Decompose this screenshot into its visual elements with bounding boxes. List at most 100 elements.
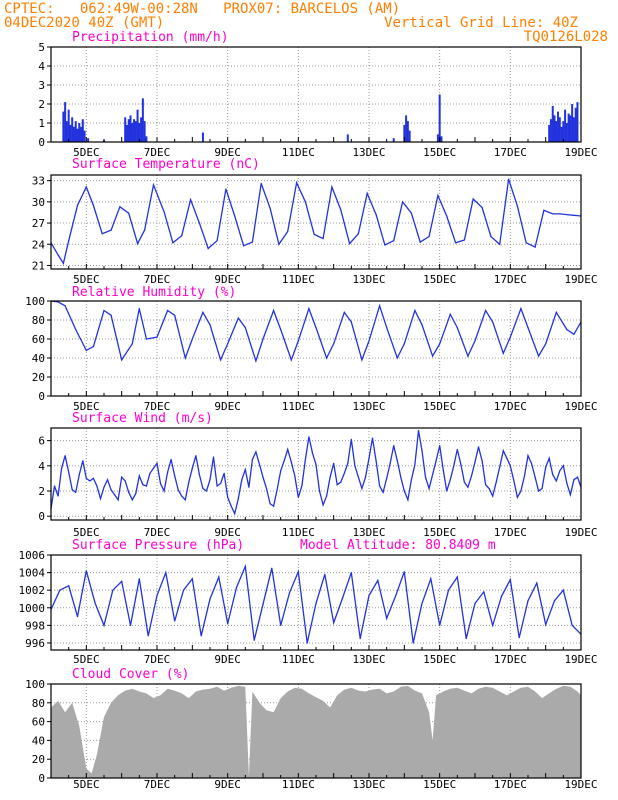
data-point <box>313 233 315 235</box>
y-tick-label: 0 <box>38 390 45 403</box>
data-point <box>237 317 239 319</box>
data-point <box>460 463 462 466</box>
data-point <box>432 474 434 476</box>
data-point <box>439 445 441 447</box>
data-point <box>290 461 292 463</box>
x-tick-label: 7DEC <box>144 778 171 791</box>
data-point <box>412 642 414 644</box>
data-point <box>280 470 282 472</box>
x-tick-label: 17DEC <box>494 526 527 539</box>
data-point <box>474 340 476 342</box>
x-tick-label: 7DEC <box>144 653 171 666</box>
precip-bar <box>74 121 77 142</box>
data-point <box>403 343 405 345</box>
data-point <box>536 582 538 584</box>
data-point <box>495 481 497 483</box>
data-point <box>386 477 388 480</box>
data-point <box>552 474 554 476</box>
data-point <box>103 486 105 488</box>
header-grid-note: Vertical Grid Line: 40Z <box>384 15 578 31</box>
data-point <box>165 571 167 574</box>
data-point <box>142 484 144 486</box>
data-point <box>216 240 218 242</box>
data-point <box>439 343 441 345</box>
data-point <box>350 438 352 440</box>
data-point <box>364 476 367 478</box>
data-point <box>315 602 317 604</box>
data-point <box>453 465 455 467</box>
data-point <box>269 207 271 209</box>
panel-5: 0 20 40 60 80 100 5DEC 7DEC 9DEC 11DEC 13DEC 15DEC 1… <box>25 667 597 791</box>
data-point <box>297 496 299 498</box>
precip-bar <box>134 121 137 142</box>
data-point <box>382 491 384 493</box>
precip-bar <box>140 117 143 142</box>
precip-bar <box>436 134 439 142</box>
precip-bar <box>553 115 556 142</box>
x-tick-label: 19DEC <box>564 778 597 791</box>
data-point <box>555 311 557 313</box>
x-tick-label: 13DEC <box>352 526 385 539</box>
data-point <box>131 343 133 345</box>
y-tick-label: 2 <box>38 485 45 498</box>
data-point <box>75 491 77 493</box>
x-tick-label: 5DEC <box>73 146 100 159</box>
data-point <box>258 463 261 466</box>
x-tick-label: 17DEC <box>494 653 527 666</box>
data-point <box>566 328 568 331</box>
panel-frame <box>50 427 582 521</box>
data-point <box>101 233 103 235</box>
data-point <box>333 343 335 345</box>
data-point <box>375 213 377 216</box>
data-point <box>260 182 262 185</box>
x-tick-label: 11DEC <box>282 526 315 539</box>
data-point <box>552 213 554 215</box>
data-point <box>170 458 172 461</box>
data-point <box>255 451 257 453</box>
x-tick-label: 19DEC <box>564 653 597 666</box>
x-tick-label: 7DEC <box>144 526 171 539</box>
data-point <box>119 206 121 208</box>
data-point <box>121 359 123 361</box>
data-point <box>62 262 64 264</box>
data-point <box>456 327 458 329</box>
series-line <box>50 430 582 516</box>
data-point <box>463 481 465 483</box>
x-tick-label: 19DEC <box>564 526 597 539</box>
data-point <box>393 240 395 242</box>
data-point <box>85 477 87 480</box>
data-point <box>394 595 397 597</box>
data-point <box>75 328 77 331</box>
data-point <box>571 624 573 626</box>
x-tick-label: 15DEC <box>423 273 456 286</box>
data-point <box>68 240 70 242</box>
precip-bar <box>64 102 67 142</box>
panel-title: Relative Humidity (%) <box>72 285 236 300</box>
data-point <box>156 336 158 338</box>
data-point <box>410 479 412 481</box>
y-tick-label: 33 <box>32 175 45 188</box>
precip-bar <box>87 138 90 142</box>
precip-bar <box>125 124 128 142</box>
data-point <box>573 479 575 481</box>
data-point <box>241 479 243 481</box>
data-point <box>138 308 140 310</box>
data-point <box>216 485 218 487</box>
header-location: CPTEC: 062:49W-00:28N PROX07: BARCELOS (… <box>4 1 401 17</box>
data-point <box>177 489 179 491</box>
precip-bar <box>562 121 565 142</box>
data-point <box>147 635 149 637</box>
precip-bar <box>127 119 130 142</box>
x-tick-label: 11DEC <box>282 653 315 666</box>
y-tick-label: 1006 <box>19 549 46 562</box>
data-point <box>191 578 193 580</box>
data-point <box>85 349 87 351</box>
precip-bar <box>555 121 558 142</box>
series-line <box>50 563 582 644</box>
data-point <box>61 467 63 469</box>
precip-bar <box>403 124 406 142</box>
data-point <box>492 321 494 323</box>
data-point <box>343 472 345 474</box>
data-point <box>135 492 137 495</box>
